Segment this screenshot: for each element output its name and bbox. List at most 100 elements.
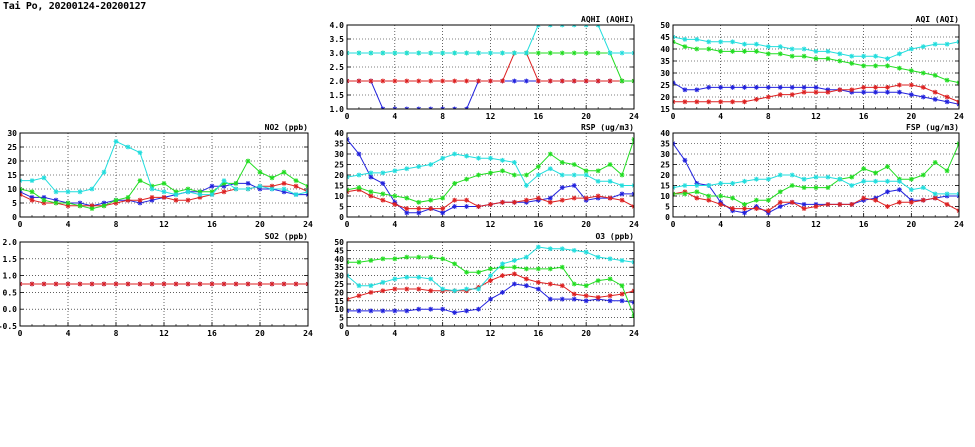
data-point xyxy=(512,281,517,287)
data-point xyxy=(347,273,350,278)
data-point xyxy=(944,41,950,47)
data-point xyxy=(245,186,251,192)
data-point xyxy=(583,78,589,84)
data-point xyxy=(464,153,469,159)
data-point xyxy=(944,94,950,100)
x-tick-label: 16 xyxy=(859,220,869,229)
data-point xyxy=(754,85,759,90)
data-point xyxy=(765,176,771,182)
data-point xyxy=(956,39,959,45)
data-point xyxy=(777,85,783,90)
x-tick-label: 24 xyxy=(629,329,639,338)
data-point xyxy=(113,281,119,287)
data-point xyxy=(837,202,843,207)
chart-title: FSP (ug/m3) xyxy=(906,123,959,132)
data-point xyxy=(754,176,759,182)
x-tick-label: 24 xyxy=(629,112,639,121)
data-point xyxy=(416,286,422,292)
data-point xyxy=(221,189,227,195)
data-point xyxy=(500,157,505,163)
y-tick-label: 10 xyxy=(7,185,17,194)
data-point xyxy=(500,78,505,84)
data-point xyxy=(571,248,577,253)
data-point xyxy=(559,25,565,28)
y-tick-label: 10 xyxy=(334,305,344,314)
chart-no2: 0 5 10 15 20 25 30 0 4 8 12 16 20 24 NO2 (ppb) xyxy=(7,123,313,229)
data-point xyxy=(245,158,251,164)
plot-area xyxy=(347,25,634,109)
data-point xyxy=(607,178,613,184)
x-tick-label: 4 xyxy=(392,329,397,338)
data-point xyxy=(571,281,577,287)
data-point xyxy=(161,195,167,200)
y-tick-label: 25 xyxy=(334,280,344,289)
y-tick-label: 40 xyxy=(334,255,344,264)
x-tick-label: 20 xyxy=(581,220,591,229)
data-point xyxy=(404,254,410,260)
data-point xyxy=(920,197,926,203)
data-point xyxy=(673,99,676,105)
data-point xyxy=(944,168,950,174)
data-point xyxy=(149,186,155,192)
data-point xyxy=(512,172,517,178)
data-point xyxy=(706,197,712,203)
x-tick-label: 20 xyxy=(581,329,591,338)
data-point xyxy=(535,164,541,169)
data-point xyxy=(476,50,481,56)
data-point xyxy=(535,78,541,84)
data-point xyxy=(730,49,735,54)
data-point xyxy=(221,281,227,287)
data-point xyxy=(897,51,902,57)
data-point xyxy=(53,200,59,206)
data-point xyxy=(293,281,299,287)
data-point xyxy=(754,97,759,102)
data-point xyxy=(452,151,458,157)
data-point xyxy=(440,206,446,211)
data-point xyxy=(440,210,446,216)
plot-area xyxy=(347,136,634,216)
data-point xyxy=(380,308,386,314)
plot-area xyxy=(347,244,634,319)
x-tick-label: 4 xyxy=(392,220,397,229)
y-tick-label: 2.0 xyxy=(3,238,18,247)
data-point xyxy=(631,136,634,142)
y-tick-label: 50 xyxy=(334,238,344,247)
data-point xyxy=(673,34,676,40)
y-tick-label: 5 xyxy=(665,203,670,212)
data-point xyxy=(347,308,350,314)
x-tick-label: 12 xyxy=(486,112,496,121)
data-point xyxy=(789,53,795,59)
y-tick-label: 20 xyxy=(660,171,670,180)
y-tick-label: 5 xyxy=(12,199,17,208)
data-point xyxy=(730,85,735,90)
x-tick-label: 8 xyxy=(114,329,119,338)
data-point xyxy=(777,172,783,178)
data-point xyxy=(476,172,481,178)
data-point xyxy=(908,46,914,52)
data-point xyxy=(595,178,601,184)
data-point xyxy=(512,258,517,263)
data-point xyxy=(547,25,553,28)
data-point xyxy=(825,174,831,180)
data-point xyxy=(476,269,481,275)
data-point xyxy=(161,181,167,186)
data-point xyxy=(464,269,469,275)
data-point xyxy=(404,78,410,84)
data-point xyxy=(682,183,688,188)
data-point xyxy=(777,51,783,57)
x-tick-label: 0 xyxy=(345,112,350,121)
data-point xyxy=(488,296,493,302)
data-point xyxy=(440,195,446,201)
y-tick-label: 1.0 xyxy=(330,105,345,114)
data-point xyxy=(730,99,735,105)
data-point xyxy=(464,197,469,203)
data-point xyxy=(885,89,890,95)
x-tick-label: 24 xyxy=(303,220,313,229)
data-point xyxy=(428,288,434,294)
data-point xyxy=(789,172,795,178)
y-tick-label: 25 xyxy=(660,81,670,90)
x-tick-label: 4 xyxy=(718,220,723,229)
data-point xyxy=(281,281,287,287)
data-point xyxy=(742,49,747,54)
data-point xyxy=(257,183,263,189)
